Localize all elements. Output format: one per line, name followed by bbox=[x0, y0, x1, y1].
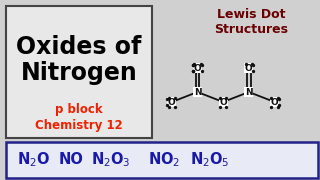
Text: Oxides of
Nitrogen: Oxides of Nitrogen bbox=[16, 35, 141, 86]
Text: NO: NO bbox=[59, 152, 84, 168]
Text: NO$_2$: NO$_2$ bbox=[148, 151, 180, 169]
Text: p block
Chemistry 12: p block Chemistry 12 bbox=[35, 103, 123, 132]
Text: O: O bbox=[168, 98, 176, 107]
FancyBboxPatch shape bbox=[6, 142, 318, 178]
Text: N$_2$O$_3$: N$_2$O$_3$ bbox=[91, 151, 130, 169]
Text: O: O bbox=[271, 98, 278, 107]
Text: N$_2$O$_5$: N$_2$O$_5$ bbox=[189, 151, 229, 169]
Text: O: O bbox=[219, 98, 227, 107]
Text: N: N bbox=[194, 87, 201, 96]
Text: Lewis Dot
Structures: Lewis Dot Structures bbox=[214, 8, 288, 36]
Text: N: N bbox=[245, 87, 253, 96]
Text: O: O bbox=[245, 64, 253, 73]
Text: O: O bbox=[194, 64, 201, 73]
Text: N$_2$O: N$_2$O bbox=[17, 151, 50, 169]
FancyBboxPatch shape bbox=[6, 6, 152, 138]
